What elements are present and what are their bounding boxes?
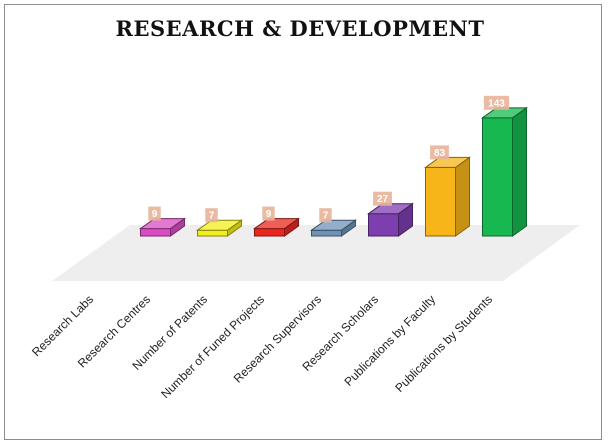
- tick-label-3: Number of Funed Projects: [158, 292, 267, 401]
- data-label-7: 143: [488, 98, 505, 109]
- bar-top-3: [252, 218, 301, 230]
- data-label-box-1: [148, 206, 161, 221]
- data-label-box-2: [205, 208, 218, 223]
- data-label-box-6: [430, 145, 449, 160]
- bar-front-7: [482, 117, 513, 237]
- bar-front-1: [140, 228, 171, 237]
- bar-top-6: [423, 156, 472, 168]
- bar-front-4: [311, 229, 342, 237]
- bar-front-2: [197, 229, 228, 237]
- bar-side-6: [455, 156, 470, 237]
- bar-front-3: [254, 228, 285, 237]
- bar-top-4: [309, 219, 358, 231]
- data-label-3: 9: [266, 209, 272, 220]
- data-label-box-7: [483, 95, 510, 110]
- data-label-box-3: [262, 206, 275, 221]
- bar-front-6: [425, 166, 456, 237]
- floor-plane: [52, 225, 580, 281]
- bar-top-2: [195, 219, 244, 231]
- bar-front-5: [368, 213, 399, 237]
- data-label-4: 7: [323, 211, 329, 222]
- bar-top-5: [366, 203, 415, 215]
- data-label-5: 27: [377, 194, 389, 205]
- bar-top-7: [480, 107, 529, 119]
- data-label-2: 7: [209, 211, 215, 222]
- data-label-box-4: [319, 208, 332, 223]
- bar-top-1: [138, 218, 187, 230]
- tick-label-7: Publications by Students: [392, 292, 495, 395]
- bar-side-7: [512, 106, 527, 237]
- data-label-6: 83: [434, 148, 446, 159]
- chart-title: RESEARCH & DEVELOPMENT: [115, 16, 485, 41]
- data-label-1: 9: [152, 209, 158, 220]
- data-label-box-5: [373, 191, 392, 206]
